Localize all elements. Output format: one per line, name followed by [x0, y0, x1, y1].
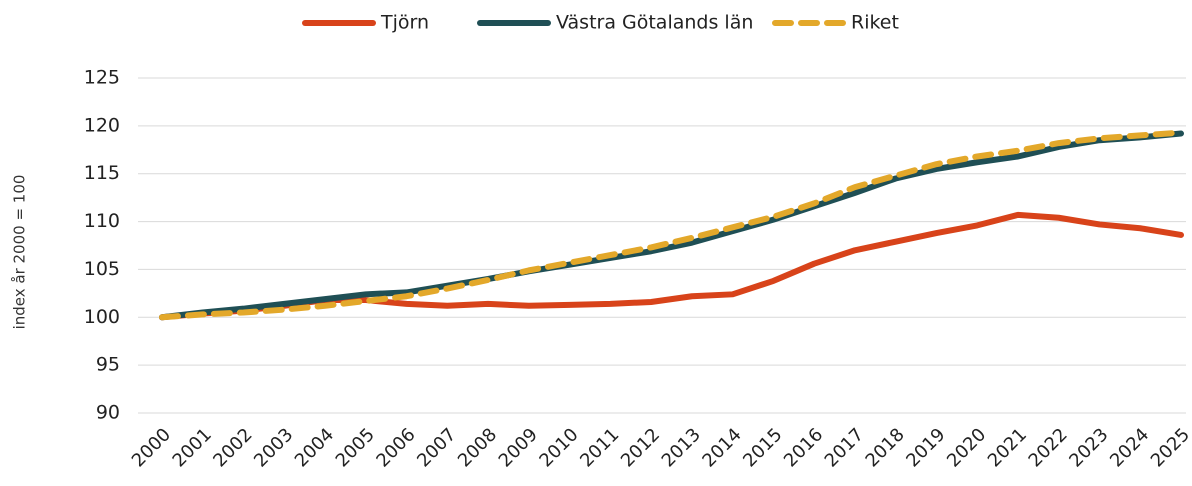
x-tick-label: 2014: [698, 424, 745, 471]
x-tick-label: 2000: [128, 424, 175, 471]
x-tick-label: 2019: [902, 424, 949, 471]
legend-label: Riket: [851, 12, 899, 34]
x-tick-label: 2007: [413, 424, 460, 471]
x-tick-label: 2013: [658, 424, 705, 471]
y-tick-label: 105: [84, 258, 120, 280]
x-tick-label: 2011: [576, 424, 623, 471]
y-tick-label: 95: [96, 354, 120, 376]
x-tick-label: 2016: [780, 424, 827, 471]
legend-label: Tjörn: [380, 12, 429, 34]
x-tick-label: 2009: [495, 424, 542, 471]
x-tick-label: 2025: [1147, 424, 1192, 471]
x-tick-label: 2015: [739, 424, 786, 471]
x-tick-label: 2017: [821, 424, 868, 471]
x-tick-label: 2006: [372, 424, 419, 471]
y-tick-label: 120: [84, 114, 120, 136]
x-tick-label: 2002: [209, 424, 256, 471]
x-tick-label: 2004: [291, 424, 338, 471]
x-tick-label: 2018: [862, 424, 909, 471]
x-tick-label: 2012: [617, 424, 664, 471]
x-tick-label: 2023: [1065, 424, 1112, 471]
y-tick-label: 100: [84, 306, 120, 328]
y-tick-label: 110: [84, 210, 120, 232]
series-line: [159, 130, 1184, 321]
x-tick-label: 2005: [332, 424, 379, 471]
legend-label: Västra Götalands län: [556, 12, 753, 34]
x-tick-label: 2008: [454, 424, 501, 471]
x-tick-label: 2003: [250, 424, 297, 471]
y-axis-label: index år 2000 = 100: [11, 175, 29, 330]
x-tick-label: 2024: [1106, 424, 1153, 471]
y-tick-label: 90: [96, 402, 120, 424]
series-line: [159, 129, 1184, 321]
y-tick-label: 115: [84, 162, 120, 184]
x-tick-label: 2022: [1025, 424, 1072, 471]
x-tick-label: 2010: [535, 424, 582, 471]
x-tick-label: 2001: [169, 424, 216, 471]
x-tick-label: 2021: [984, 424, 1031, 471]
x-tick-label: 2020: [943, 424, 990, 471]
y-tick-label: 125: [84, 67, 120, 89]
